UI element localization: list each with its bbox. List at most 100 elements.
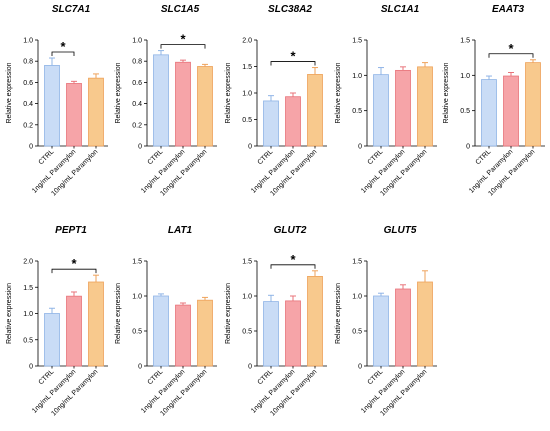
y-tick-label: 0.2 [23,122,33,129]
y-tick-label: 0 [138,364,142,371]
chart-title: GLUT5 [384,225,417,236]
significance-bracket [488,53,534,58]
y-tick-label: 1.0 [242,294,252,301]
y-tick-label: 1.0 [352,294,362,301]
y-tick-label: 1.5 [460,38,470,45]
y-tick-label: 0 [248,364,252,371]
chart-title: SLC1A5 [161,4,200,15]
x-tick-label: CTRL [475,148,493,166]
bar [417,281,433,367]
bar [44,313,60,367]
y-axis-label: Relative expression [6,283,13,344]
x-tick-label: CTRL [367,368,385,386]
y-tick-label: 0 [358,144,362,151]
y-tick-label: 2.0 [242,38,252,45]
bar [285,96,301,147]
chart-panel-slc38a2: SLC38A2 Relative expression 0 0.5 1.0 1.5 2.0 C… [225,4,327,198]
y-axis-label: Relative expression [335,62,342,123]
y-tick-label: 1.0 [460,73,470,80]
y-tick-label: 0.4 [23,101,33,108]
chart-title: SLC38A2 [268,4,312,15]
y-tick-label: 0.5 [242,117,252,124]
bar [307,275,323,367]
y-tick-label: 2.0 [23,259,33,266]
y-tick-label: 1.5 [352,259,362,266]
significance-bracket [270,61,316,66]
y-axis-label: Relative expression [6,62,13,123]
y-tick-label: 1.0 [242,91,252,98]
bar [197,299,213,367]
y-tick-label: 0.5 [352,329,362,336]
y-tick-label: 1.0 [23,311,33,318]
y-tick-label: 1.5 [352,38,362,45]
y-tick-label: 0.8 [23,59,33,66]
chart-panel-pept1: PEPT1 Relative expression 0 0.5 1.0 1.5 2.0 CTR… [6,225,108,418]
y-axis-label: Relative expression [225,283,232,344]
chart-panel-slc7a1: SLC7A1 Relative expression 0 0.2 0.4 0.6 0.8 1.… [6,4,108,198]
bar [153,54,169,147]
y-tick-label: 1.5 [242,64,252,71]
chart-panel-slc1a5: SLC1A5 Relative expression 0 0.2 0.4 0.6 0.8 1.… [115,4,217,198]
significance-label: * [508,41,514,56]
y-tick-label: 0.5 [23,337,33,344]
bar [66,83,82,147]
chart-title: EAAT3 [492,4,524,15]
y-axis-label: Relative expression [225,62,232,123]
y-tick-label: 0 [29,144,33,151]
significance-label: * [290,252,296,267]
bar [503,75,519,147]
bar [307,74,323,147]
x-tick-label: CTRL [147,148,165,166]
bar [373,295,389,367]
bar [395,69,411,147]
y-tick-label: 0 [466,144,470,151]
x-tick-label: CTRL [38,148,56,166]
y-tick-label: 1.0 [352,73,362,80]
y-tick-label: 0.6 [23,80,33,87]
chart-title: SLC7A1 [52,4,91,15]
bar [88,281,104,367]
y-tick-label: 0.6 [132,80,142,87]
y-tick-label: 1.5 [242,259,252,266]
x-tick-label: CTRL [367,148,385,166]
y-axis-label: Relative expression [443,62,450,123]
y-tick-label: 0.8 [132,59,142,66]
significance-label: * [71,256,77,271]
bar [175,304,191,367]
bar [263,301,279,367]
x-tick-label: CTRL [257,148,275,166]
bar [197,66,213,147]
bar [175,61,191,147]
bar [88,77,104,147]
y-axis-label: Relative expression [115,283,122,344]
significance-bracket [51,51,75,57]
bar [66,295,82,367]
y-tick-label: 1.0 [23,38,33,45]
bar [263,100,279,147]
chart-title: GLUT2 [274,225,307,236]
significance-bracket [270,264,316,269]
bar [395,288,411,367]
significance-label: * [60,39,66,54]
bar [481,79,497,147]
x-tick-label: CTRL [147,368,165,386]
significance-bracket [51,268,97,274]
y-tick-label: 0.2 [132,122,142,129]
x-tick-label: CTRL [38,368,56,386]
y-tick-label: 0.5 [242,329,252,336]
y-tick-label: 0 [248,144,252,151]
y-tick-label: 0.5 [460,108,470,115]
chart-title: SLC1A1 [381,4,420,15]
y-tick-label: 0.4 [132,101,142,108]
y-tick-label: 0 [138,144,142,151]
bar [285,300,301,367]
bar [525,62,541,147]
chart-title: PEPT1 [55,225,87,236]
y-tick-label: 0 [358,364,362,371]
bar [373,74,389,147]
y-tick-label: 1.0 [132,38,142,45]
